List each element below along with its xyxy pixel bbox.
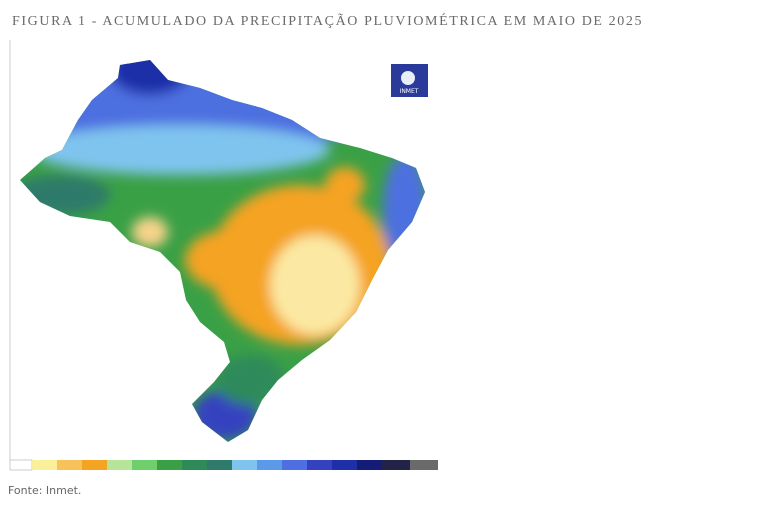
scale-step: [182, 460, 207, 470]
scale-step: [282, 460, 307, 470]
source-note: Fonte: Inmet.: [8, 484, 82, 497]
scale-step: [157, 460, 182, 470]
brazil-map: [20, 60, 425, 442]
color-scale: [9, 459, 438, 471]
scale-step: [57, 460, 82, 470]
coast-rain: [383, 155, 425, 265]
scale-step: [410, 460, 438, 470]
center-dry-w: [185, 230, 275, 290]
scale-step: [382, 460, 410, 470]
scale-step: [82, 460, 107, 470]
scale-step: [357, 460, 382, 470]
logo-label: INMET: [400, 88, 419, 95]
logo: INMET: [391, 64, 428, 97]
band: [30, 125, 330, 175]
scale-step: [307, 460, 332, 470]
w-dry: [132, 217, 168, 247]
scale-step: [32, 460, 57, 470]
core-dry: [270, 235, 360, 335]
scale-step: [232, 460, 257, 470]
south-green: [215, 355, 285, 405]
scale-step: [257, 460, 282, 470]
west: [20, 175, 110, 215]
scale-step: [207, 460, 232, 470]
scale-step: [9, 459, 33, 471]
scale-step: [332, 460, 357, 470]
ne-dry: [325, 167, 365, 203]
north-max: [110, 60, 190, 95]
figure-title: FIGURA 1 - ACUMULADO DA PRECIPITAÇÃO PLU…: [12, 14, 644, 29]
scale-step: [107, 460, 132, 470]
logo-cloud: [401, 71, 415, 85]
scale-step: [132, 460, 157, 470]
